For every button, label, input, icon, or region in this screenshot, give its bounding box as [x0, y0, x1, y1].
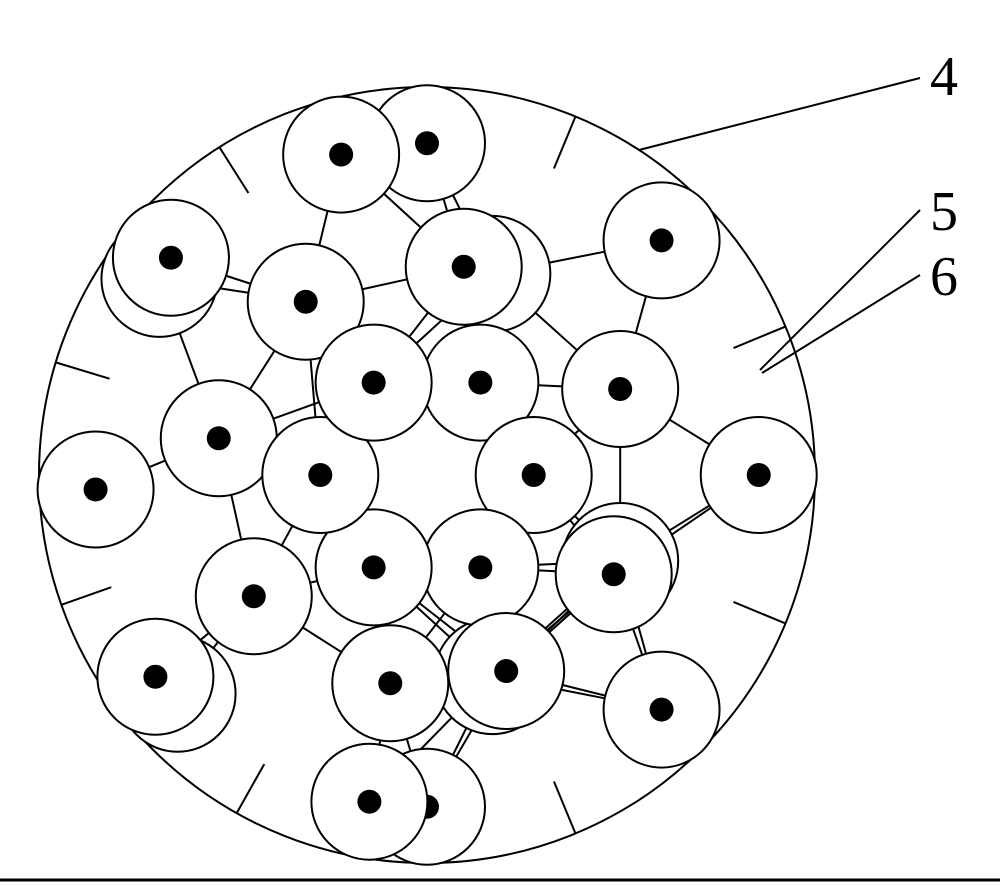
- label-6: 6: [930, 245, 958, 309]
- label-5: 5: [930, 180, 958, 244]
- cross-section-diagram: [0, 0, 1000, 886]
- label-4: 4: [930, 45, 958, 109]
